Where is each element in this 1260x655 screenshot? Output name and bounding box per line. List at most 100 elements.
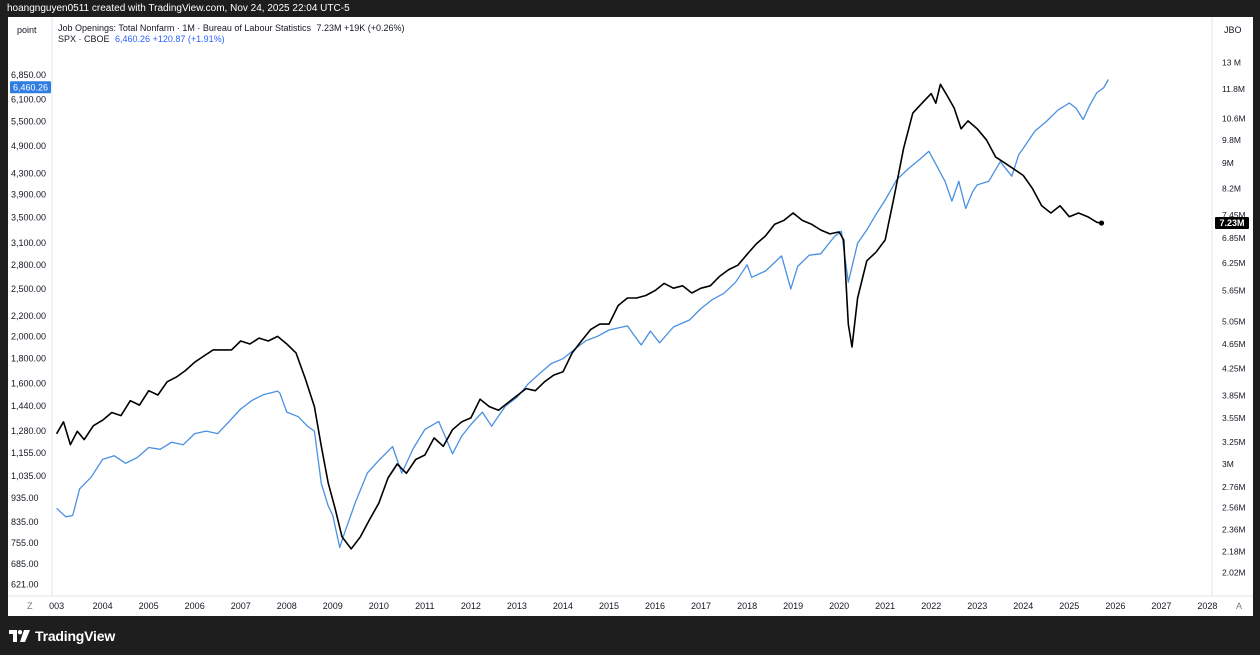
tradingview-logo[interactable]: TradingView xyxy=(9,628,115,644)
right-axis-tick: 2.18M xyxy=(1222,546,1246,556)
left-axis-tick: 1,440.00 xyxy=(11,401,46,411)
left-axis-tick: 935.00 xyxy=(11,493,39,503)
time-axis-tick: 2021 xyxy=(875,601,895,611)
right-axis-tick: 3.25M xyxy=(1222,437,1246,447)
time-axis-tick: 2019 xyxy=(783,601,803,611)
left-axis-tick: 6,850.00 xyxy=(11,70,46,80)
time-axis-tick: 2022 xyxy=(921,601,941,611)
left-axis-tick: 2,800.00 xyxy=(11,260,46,270)
time-axis-tick: 2026 xyxy=(1105,601,1125,611)
auto-scale-button[interactable]: A xyxy=(1236,601,1243,611)
time-axis-tick: 2027 xyxy=(1151,601,1171,611)
right-axis-tick: 9M xyxy=(1222,158,1234,168)
legend-label-spx: SPX · CBOE xyxy=(58,33,110,44)
right-axis-tick: 10.6M xyxy=(1222,113,1246,123)
tradingview-icon xyxy=(9,630,30,642)
right-axis-tick: 11.8M xyxy=(1222,84,1245,94)
time-axis-tick: 2023 xyxy=(967,601,987,611)
left-axis-tick: 1,035.00 xyxy=(11,471,46,481)
left-axis-tick: 4,300.00 xyxy=(11,169,46,179)
time-axis-tick: 2004 xyxy=(93,601,113,611)
time-axis-tick: 2020 xyxy=(829,601,849,611)
right-price-axis[interactable]: 13 M 11.8M 10.6M 9.8M 9M 8.2M 7.45M 6.85M 6.25M 5… xyxy=(1222,57,1246,577)
right-axis-tick: 4.25M xyxy=(1222,364,1246,374)
left-axis-tick: 755.00 xyxy=(11,538,39,548)
time-axis-tick: 2013 xyxy=(507,601,527,611)
left-axis-tick: 835.00 xyxy=(11,517,39,527)
time-axis-tick: 2016 xyxy=(645,601,665,611)
time-axis-tick: 2012 xyxy=(461,601,481,611)
legend-label-job-openings: Job Openings: Total Nonfarm · 1M · Burea… xyxy=(58,23,311,33)
left-axis-tick: 1,800.00 xyxy=(11,354,46,364)
left-axis-tick: 1,600.00 xyxy=(11,379,46,389)
legend-row-spx[interactable]: SPX · CBOE 6,460.26 +120.87 (+1.91%) xyxy=(58,34,405,45)
right-axis-tick: 2.56M xyxy=(1222,502,1246,512)
job-openings-value-badge xyxy=(1215,217,1249,230)
right-axis-tick: 9.8M xyxy=(1222,135,1241,145)
footer-bar xyxy=(0,616,1260,655)
time-axis-tick: 2009 xyxy=(323,601,343,611)
right-axis-tick: 4.65M xyxy=(1222,339,1246,349)
time-axis-tick: 2018 xyxy=(737,601,757,611)
right-axis-tick: 8.2M xyxy=(1222,184,1241,194)
zoom-corner-button[interactable]: Z xyxy=(27,601,33,611)
left-price-axis[interactable]: 6,850.00 6,100.00 5,500.00 4,900.00 4,300.00… xyxy=(11,70,46,590)
legend-value-job-openings: 7.23M +19K (+0.26%) xyxy=(316,23,405,33)
left-axis-tick: 6,100.00 xyxy=(11,94,46,104)
spx-series-line[interactable] xyxy=(56,79,1109,549)
time-axis-tick: 2015 xyxy=(599,601,619,611)
time-axis-tick: 2007 xyxy=(231,601,251,611)
right-axis-tick: 2.02M xyxy=(1222,567,1246,577)
time-axis-tick: 2011 xyxy=(415,601,434,611)
right-axis-tick: 2.36M xyxy=(1222,525,1246,535)
chart-frame[interactable] xyxy=(8,17,1253,616)
left-axis-tick: 2,500.00 xyxy=(11,284,46,294)
time-axis-tick: 2005 xyxy=(139,601,159,611)
left-axis-tick: 3,500.00 xyxy=(11,212,46,222)
series-legend[interactable]: Job Openings: Total Nonfarm · 1M · Burea… xyxy=(58,23,405,44)
right-axis-tick: 3.55M xyxy=(1222,413,1246,423)
left-axis-tick: 1,280.00 xyxy=(11,426,46,436)
spx-price-badge xyxy=(10,81,51,94)
left-axis-tick: 685.00 xyxy=(11,559,39,569)
series-layer xyxy=(55,79,1109,550)
left-axis-tick: 621.00 xyxy=(11,580,39,590)
left-axis-tick: 3,900.00 xyxy=(11,189,46,199)
time-axis-tick: 2024 xyxy=(1013,601,1033,611)
chart-credit: hoangnguyen0511 created with TradingView… xyxy=(0,0,1260,17)
left-axis-tick: 2,000.00 xyxy=(11,331,46,341)
job-openings-value-badge-text: 7.23M xyxy=(1219,218,1244,228)
left-axis-tick: 1,155.00 xyxy=(11,448,46,458)
right-axis-tick: 6.85M xyxy=(1222,233,1246,243)
right-axis-tick: 5.65M xyxy=(1222,286,1246,296)
left-axis-tick: 5,500.00 xyxy=(11,116,46,126)
time-axis-tick: 003 xyxy=(49,601,64,611)
right-axis-tick: 5.05M xyxy=(1222,316,1246,326)
legend-value-spx: 6,460.26 +120.87 (+1.91%) xyxy=(115,33,225,44)
time-axis-tick: 2017 xyxy=(691,601,711,611)
time-axis-tick: 2006 xyxy=(185,601,205,611)
time-axis-tick: 2025 xyxy=(1059,601,1079,611)
time-axis-tick: 2010 xyxy=(369,601,389,611)
job-openings-series-line[interactable] xyxy=(55,83,1102,550)
time-axis-tick: 2008 xyxy=(277,601,297,611)
time-axis-tick: 2014 xyxy=(553,601,573,611)
right-axis-tick: 3.85M xyxy=(1222,391,1246,401)
right-axis-unit: JBO xyxy=(1224,25,1242,35)
left-axis-unit: point xyxy=(17,25,37,35)
right-axis-tick: 2.76M xyxy=(1222,482,1246,492)
right-axis-tick: 6.25M xyxy=(1222,258,1246,268)
left-axis-tick: 2,200.00 xyxy=(11,311,46,321)
left-axis-tick: 4,900.00 xyxy=(11,141,46,151)
job-openings-last-point xyxy=(1098,220,1105,226)
time-axis-tick: 2028 xyxy=(1197,601,1217,611)
right-axis-tick: 7.45M xyxy=(1222,210,1246,220)
right-axis-tick: 13 M xyxy=(1222,57,1241,67)
time-axis[interactable]: 003 2004 2005 2006 2007 2008 2009 2010 2011 2012 2… xyxy=(49,601,1217,611)
brand-name: TradingView xyxy=(35,628,116,644)
right-axis-tick: 3M xyxy=(1222,459,1234,469)
legend-row-job-openings[interactable]: Job Openings: Total Nonfarm · 1M · Burea… xyxy=(58,23,405,34)
price-badges: 6,460.26 7.23M xyxy=(10,81,1249,230)
spx-price-badge-text: 6,460.26 xyxy=(13,82,48,92)
